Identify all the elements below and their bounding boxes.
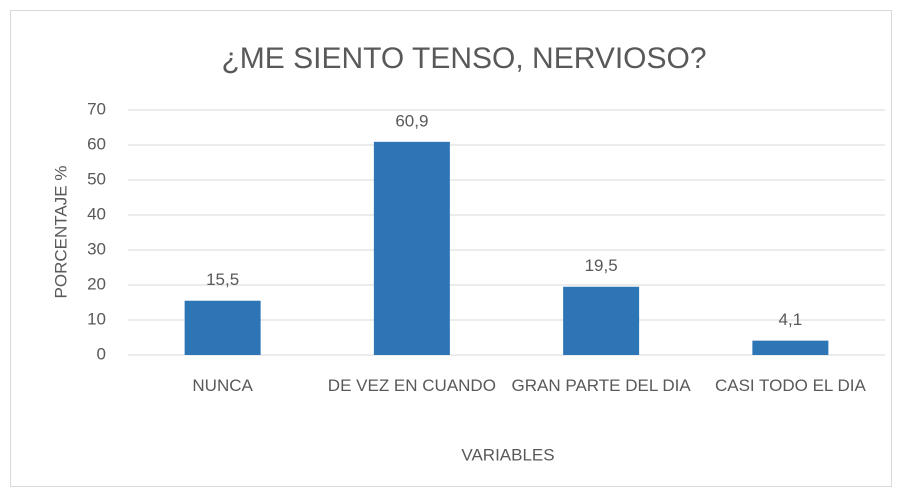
- data-label: 60,9: [395, 111, 428, 130]
- y-axis-label: PORCENTAJE %: [51, 166, 70, 299]
- chart-border: [10, 10, 892, 487]
- data-label: 4,1: [779, 310, 803, 329]
- x-tick-label: NUNCA: [192, 376, 253, 395]
- y-tick-label: 0: [97, 344, 106, 363]
- chart-title: ¿ME SIENTO TENSO, NERVIOSO?: [221, 42, 706, 75]
- x-tick-label: CASI TODO EL DIA: [714, 376, 866, 395]
- x-axis-label: VARIABLES: [461, 445, 554, 464]
- bar: [373, 141, 450, 355]
- y-tick-label: 20: [87, 274, 106, 293]
- y-tick-label: 70: [87, 99, 106, 118]
- bar: [184, 300, 261, 355]
- y-tick-label: 10: [87, 309, 106, 328]
- bar: [752, 340, 829, 355]
- x-tick-label: GRAN PARTE DEL DIA: [511, 376, 691, 395]
- bar: [563, 286, 640, 355]
- y-tick-label: 50: [87, 169, 106, 188]
- y-tick-label: 60: [87, 134, 106, 153]
- data-label: 19,5: [585, 256, 618, 275]
- y-tick-label: 30: [87, 239, 106, 258]
- data-label: 15,5: [206, 270, 239, 289]
- y-tick-label: 40: [87, 204, 106, 223]
- x-tick-label: DE VEZ EN CUANDO: [327, 376, 496, 395]
